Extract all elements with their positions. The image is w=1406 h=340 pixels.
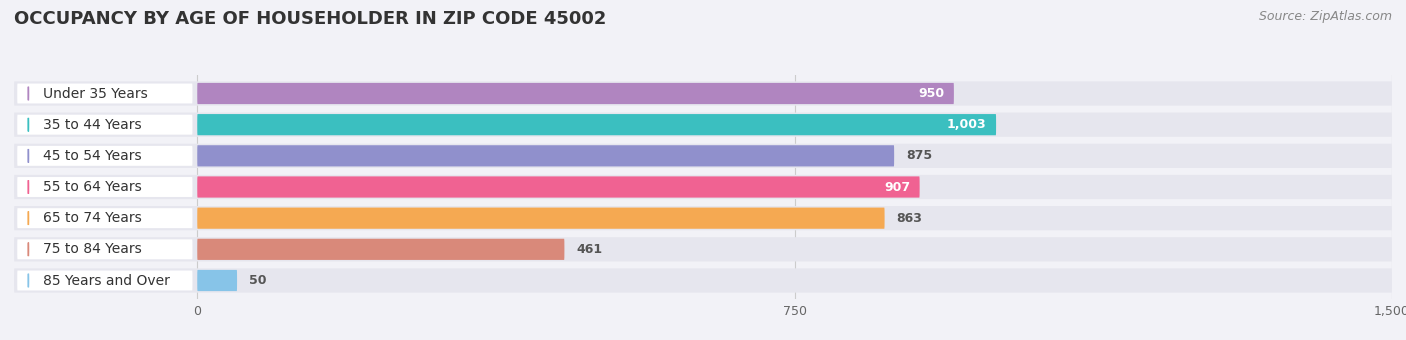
Text: 65 to 74 Years: 65 to 74 Years <box>42 211 142 225</box>
FancyBboxPatch shape <box>17 84 193 103</box>
FancyBboxPatch shape <box>14 113 1392 137</box>
FancyBboxPatch shape <box>17 239 193 259</box>
Text: 950: 950 <box>918 87 945 100</box>
Text: 907: 907 <box>884 181 910 193</box>
Text: Source: ZipAtlas.com: Source: ZipAtlas.com <box>1258 10 1392 23</box>
Text: 1,003: 1,003 <box>946 118 987 131</box>
FancyBboxPatch shape <box>17 115 193 135</box>
Text: 45 to 54 Years: 45 to 54 Years <box>42 149 142 163</box>
Text: 863: 863 <box>897 212 922 225</box>
FancyBboxPatch shape <box>14 175 1392 199</box>
Text: OCCUPANCY BY AGE OF HOUSEHOLDER IN ZIP CODE 45002: OCCUPANCY BY AGE OF HOUSEHOLDER IN ZIP C… <box>14 10 606 28</box>
FancyBboxPatch shape <box>17 177 193 197</box>
FancyBboxPatch shape <box>197 114 995 135</box>
Text: Under 35 Years: Under 35 Years <box>42 86 148 101</box>
FancyBboxPatch shape <box>17 146 193 166</box>
FancyBboxPatch shape <box>197 176 920 198</box>
FancyBboxPatch shape <box>197 239 564 260</box>
Text: 75 to 84 Years: 75 to 84 Years <box>42 242 142 256</box>
Text: 50: 50 <box>249 274 267 287</box>
Text: 875: 875 <box>905 149 932 162</box>
FancyBboxPatch shape <box>14 81 1392 106</box>
FancyBboxPatch shape <box>17 271 193 290</box>
FancyBboxPatch shape <box>197 83 953 104</box>
FancyBboxPatch shape <box>17 208 193 228</box>
FancyBboxPatch shape <box>197 208 884 229</box>
FancyBboxPatch shape <box>14 268 1392 293</box>
Text: 55 to 64 Years: 55 to 64 Years <box>42 180 142 194</box>
Text: 461: 461 <box>576 243 603 256</box>
Text: 35 to 44 Years: 35 to 44 Years <box>42 118 142 132</box>
Text: 85 Years and Over: 85 Years and Over <box>42 273 170 288</box>
FancyBboxPatch shape <box>197 270 238 291</box>
FancyBboxPatch shape <box>14 144 1392 168</box>
FancyBboxPatch shape <box>14 206 1392 230</box>
FancyBboxPatch shape <box>14 237 1392 261</box>
FancyBboxPatch shape <box>197 145 894 167</box>
